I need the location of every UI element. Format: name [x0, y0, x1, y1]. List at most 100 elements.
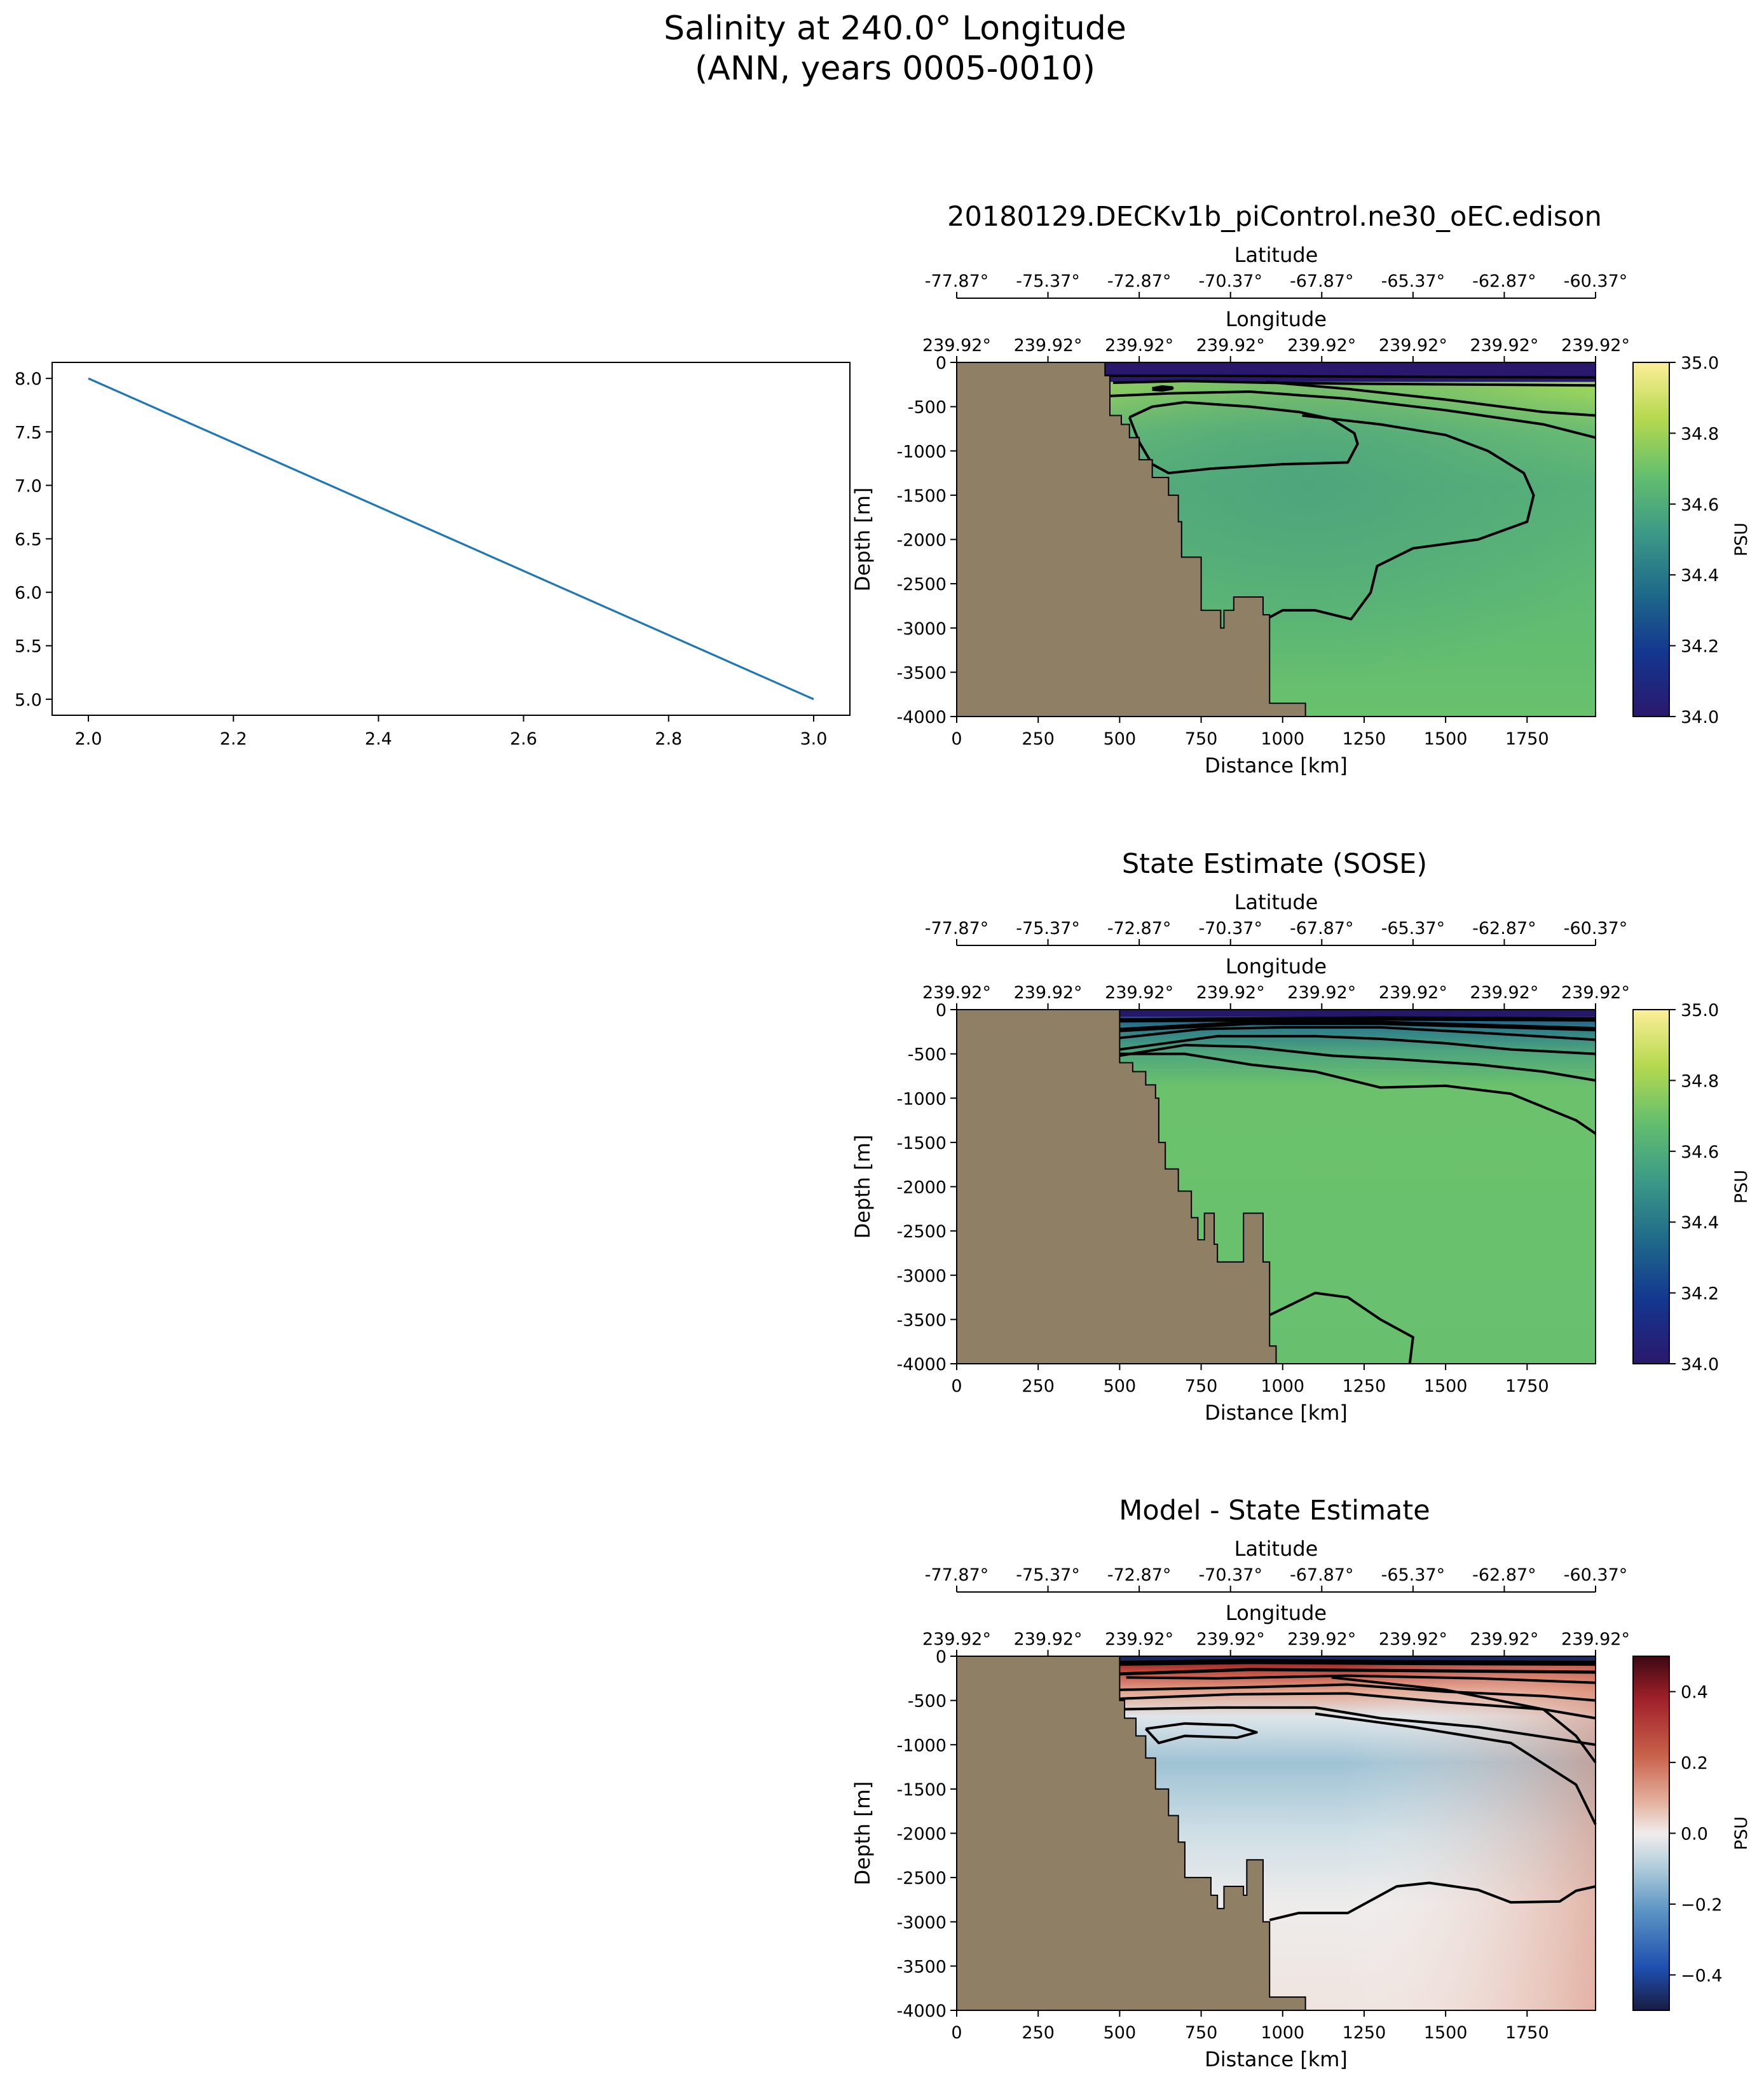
y-tick-label: -2500 [897, 575, 947, 594]
colorbar-label: PSU [1732, 523, 1751, 556]
longitude-tick-label: 239.92° [1470, 336, 1538, 355]
contour-line [1109, 390, 1596, 439]
x-tick-label: 2.0 [75, 729, 102, 749]
colorbar-tick-label: 34.0 [1681, 708, 1719, 727]
x-tick-label: 2.4 [365, 729, 392, 749]
contour-line [1126, 1674, 1596, 1684]
longitude-tick-label: 239.92° [1379, 336, 1447, 355]
longitude-tick-label: 239.92° [1287, 336, 1356, 355]
contour-line [1266, 380, 1596, 417]
latitude-tick-label: -77.87° [925, 919, 989, 938]
colorbar-tick-label: 34.6 [1681, 495, 1719, 515]
y-tick-label: -3000 [897, 1266, 947, 1286]
contour-line [1119, 1020, 1596, 1033]
latitude-tick-label: -70.37° [1198, 919, 1262, 938]
y-tick-label: -2000 [897, 531, 947, 551]
y-tick-label: -3000 [897, 1913, 947, 1933]
longitude-tick-label: 239.92° [1470, 1630, 1538, 1649]
figure-title-line1: Salinity at 240.0° Longitude [664, 10, 1126, 48]
figure-title-line2: (ANN, years 0005-0010) [695, 50, 1095, 88]
x-tick-label: 0 [951, 1376, 962, 1396]
x-tick-label: 3.0 [800, 729, 827, 749]
colorbar-tick-label: 35.0 [1681, 353, 1719, 373]
x-tick-label: 1000 [1261, 2023, 1304, 2043]
y-tick-label: -1500 [897, 1780, 947, 1800]
colorbar-tick-label: 0.4 [1681, 1683, 1708, 1703]
colorbar-tick-label: 0.2 [1681, 1753, 1708, 1773]
bathymetry-land [956, 1656, 1306, 2011]
longitude-tick-label: 239.92° [1105, 336, 1173, 355]
contour-line [1119, 1668, 1596, 1676]
y-tick-label: -500 [908, 1045, 947, 1065]
x-tick-label: 250 [1022, 1376, 1055, 1396]
latitude-tick-label: -65.37° [1381, 919, 1446, 938]
fresh-surface-layer [1119, 1010, 1596, 1017]
surface-negative-layer [1119, 1656, 1596, 1662]
x-tick-label: 2.6 [510, 729, 537, 749]
y-tick-label: 6.5 [15, 530, 42, 550]
x-tick-label: 1250 [1343, 2023, 1386, 2043]
x-tick-label: 500 [1104, 729, 1137, 749]
y-axis-label: Depth [m] [851, 1135, 875, 1239]
colorbar [1632, 362, 1670, 717]
x-tick-label: 1750 [1505, 729, 1549, 749]
colorbar-tick-label: 34.8 [1681, 1071, 1719, 1091]
longitude-tick-label: 239.92° [922, 983, 991, 1003]
latitude-tick-label: -75.37° [1016, 1565, 1080, 1585]
bathymetry-land [956, 1009, 1277, 1364]
longitude-tick-label: 239.92° [1105, 1630, 1173, 1649]
colorbar-tick-label: 34.2 [1681, 637, 1719, 657]
y-tick-label: -4000 [897, 2001, 947, 2021]
latitude-tick-label: -72.87° [1107, 919, 1172, 938]
contour-line [1105, 374, 1596, 379]
y-tick-label: -1000 [897, 1089, 947, 1109]
y-tick-label: -1500 [897, 486, 947, 506]
longitude-tick-label: 239.92° [922, 336, 991, 355]
colorbar-tick-label: −0.4 [1681, 1966, 1723, 1986]
x-tick-label: 250 [1022, 729, 1055, 749]
x-tick-label: 2.8 [655, 729, 682, 749]
contour-line [1331, 1676, 1597, 1764]
colorbar-label: PSU [1732, 1816, 1751, 1850]
latitude-tick-label: -60.37° [1564, 1565, 1628, 1585]
latitude-tick-label: -60.37° [1564, 271, 1628, 291]
y-tick-label: 5.5 [15, 637, 42, 657]
y-tick-label: 5.0 [15, 690, 42, 710]
contour-line [1119, 1692, 1596, 1720]
x-tick-label: 1500 [1424, 2023, 1468, 2043]
latitude-tick-label: -77.87° [925, 271, 989, 291]
longitude-tick-label: 239.92° [1287, 1630, 1356, 1649]
longitude-axis-label: Longitude [1226, 1601, 1327, 1625]
y-axis-label: Depth [m] [851, 1781, 875, 1886]
colorbar-tick-label: 34.8 [1681, 424, 1719, 444]
latitude-tick-label: -70.37° [1198, 271, 1262, 291]
x-axis-label: Distance [km] [1205, 753, 1348, 778]
y-tick-label: -1000 [897, 442, 947, 462]
y-tick-label: -4000 [897, 1355, 947, 1375]
colorbar-tick-label: −0.2 [1681, 1895, 1723, 1915]
latitude-tick-label: -62.87° [1472, 919, 1536, 938]
latitude-tick-label: -72.87° [1107, 1565, 1172, 1585]
y-tick-label: -3500 [897, 1310, 947, 1330]
colorbar-tick-label: 34.4 [1681, 566, 1719, 586]
x-tick-label: 750 [1185, 729, 1218, 749]
x-tick-label: 750 [1185, 2023, 1218, 2043]
colorbar-tick-label: 35.0 [1681, 1001, 1719, 1020]
latitude-tick-label: -62.87° [1472, 1565, 1536, 1585]
colorbar [1632, 1656, 1670, 2011]
y-tick-label: -2500 [897, 1869, 947, 1888]
x-tick-label: 500 [1104, 2023, 1137, 2043]
fresh-surface-layer [1105, 362, 1596, 382]
longitude-tick-label: 239.92° [1014, 1630, 1083, 1649]
contour-line [1269, 1291, 1414, 1364]
longitude-tick-label: 239.92° [1561, 983, 1630, 1003]
y-tick-label: 0 [936, 1001, 947, 1020]
longitude-tick-label: 239.92° [1196, 336, 1265, 355]
latitude-axis-label: Latitude [1234, 1537, 1318, 1561]
colorbar-tick-label: 34.0 [1681, 1355, 1719, 1375]
colorbar-label: PSU [1732, 1170, 1751, 1204]
y-tick-label: 7.0 [15, 476, 42, 496]
longitude-axis-label: Longitude [1226, 954, 1327, 978]
x-tick-label: 1750 [1505, 2023, 1549, 2043]
